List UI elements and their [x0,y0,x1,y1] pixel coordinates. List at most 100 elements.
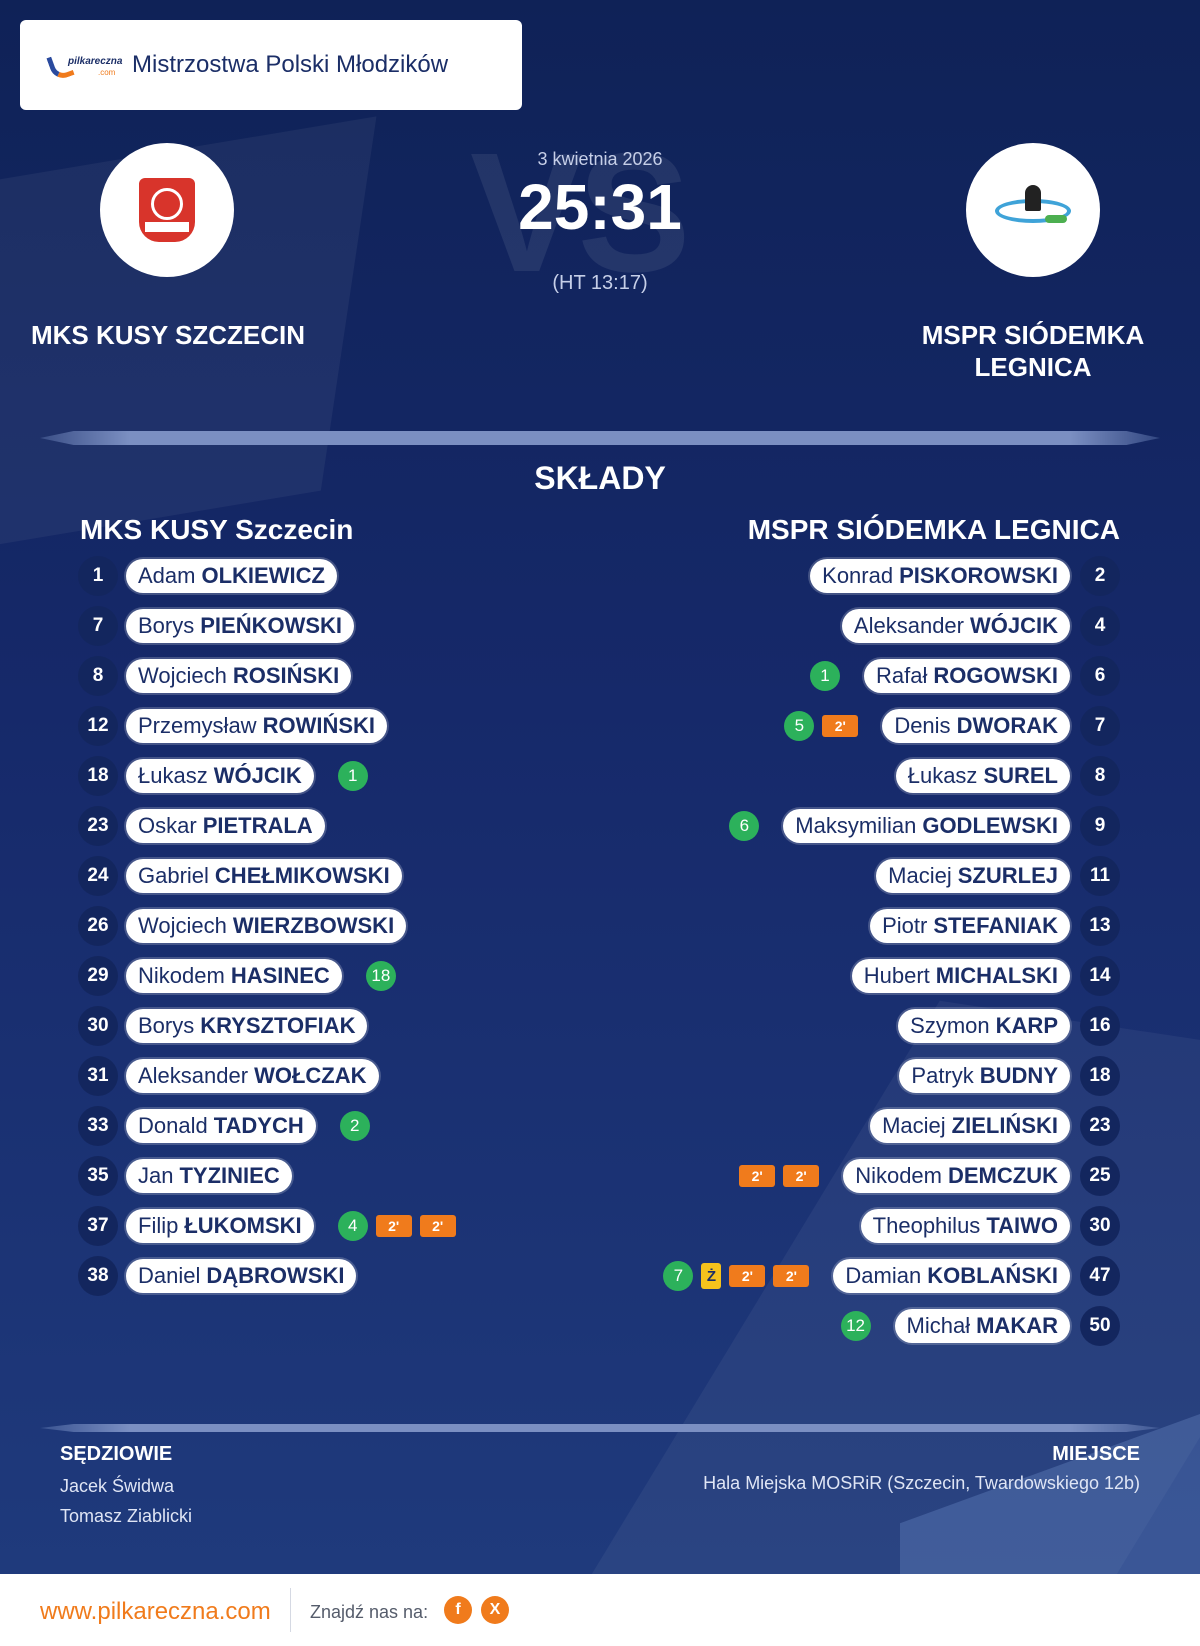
player-row: 24 Gabriel CHEŁMIKOWSKI [78,856,402,896]
player-last-name: PISKOROWSKI [899,563,1058,588]
player-number: 23 [1080,1106,1120,1146]
player-last-name: KRYSZTOFIAK [200,1013,356,1038]
player-last-name: STEFANIAK [933,913,1058,938]
away-lineup-title: MSPR SIÓDEMKA LEGNICA [747,514,1120,545]
player-last-name: WÓJCIK [213,763,302,788]
referees-title: SĘDZIOWIE [60,1443,173,1465]
player-row: Łukasz SUREL 8 [895,756,1120,796]
player-number: 29 [78,956,118,996]
player-row: 31 Aleksander WOŁCZAK [78,1056,379,1096]
player-name: Borys KRYSZTOFIAK [126,1009,368,1043]
player-number: 31 [78,1056,118,1096]
player-row: 7 Ż 2' 2' Damian KOBLAŃSKI 47 [663,1256,1120,1296]
player-number: 38 [78,1256,118,1296]
player-number: 35 [78,1156,118,1196]
player-last-name: WIERZBOWSKI [232,913,395,938]
player-number: 18 [78,756,118,796]
website-link[interactable]: www.pilkareczna.com [40,1598,271,1625]
facebook-icon[interactable]: f [444,1596,472,1624]
player-row: 29 Nikodem HASINEC 18 [78,956,396,996]
player-name: Maksymilian GODLEWSKI [783,809,1070,843]
player-last-name: PIEŃKOWSKI [200,613,343,638]
player-row: 30 Borys KRYSZTOFIAK [78,1006,368,1046]
player-name: Jan TYZINIEC [126,1159,292,1193]
player-row: Patryk BUDNY 18 [899,1056,1120,1096]
player-name: Damian KOBLAŃSKI [833,1259,1070,1293]
player-name: Oskar PIETRALA [126,809,325,843]
goals-badge: 7 [663,1261,694,1291]
player-row: 26 Wojciech WIERZBOWSKI [78,906,407,946]
player-name: Borys PIEŃKOWSKI [126,609,355,643]
player-number: 7 [1080,706,1120,746]
player-number: 6 [1080,656,1120,696]
player-row: Theophilus TAIWO 30 [860,1206,1120,1246]
player-number: 24 [78,856,118,896]
player-name: Szymon KARP [898,1009,1070,1043]
player-number: 7 [78,606,118,646]
suspension-badge: 2' [773,1265,810,1287]
player-name: Wojciech WIERZBOWSKI [126,909,407,943]
player-first-name: Denis [894,713,951,738]
player-first-name: Adam [138,563,196,588]
player-row: Maciej ZIELIŃSKI 23 [870,1106,1120,1146]
player-first-name: Damian [845,1263,922,1288]
player-last-name: TAIWO [986,1213,1058,1238]
player-number: 12 [78,706,118,746]
player-first-name: Maksymilian [795,813,917,838]
goals-badge: 18 [365,961,396,991]
player-row: 6 Maksymilian GODLEWSKI 9 [729,806,1120,846]
player-row: Maciej SZURLEJ 11 [876,856,1120,896]
player-first-name: Przemysław [138,713,257,738]
player-last-name: MICHALSKI [935,963,1058,988]
player-name: Adam OLKIEWICZ [126,559,337,593]
venue-name: Hala Miejska MOSRiR (Szczecin, Twardowsk… [703,1473,1140,1493]
halftime-score: (HT 13:17) [552,272,648,294]
player-number: 16 [1080,1006,1120,1046]
player-last-name: WÓJCIK [970,613,1058,638]
player-name: Piotr STEFANIAK [870,909,1070,943]
player-name: Nikodem HASINEC [126,959,342,993]
suspension-badge: 2' [419,1215,456,1237]
player-row: Konrad PISKOROWSKI 2 [810,556,1120,596]
player-last-name: ROWIŃSKI [262,713,376,738]
siodemka-crest-icon [995,185,1071,235]
player-first-name: Donald [138,1113,208,1138]
goals-badge: 6 [729,811,760,841]
player-row: 2' 2' Nikodem DEMCZUK 25 [739,1156,1120,1196]
divider [40,431,1160,445]
referee-name: Jacek Świdwa [60,1476,175,1496]
divider [40,1424,1160,1432]
section-title: SKŁADY [534,460,666,496]
x-icon[interactable]: X [481,1596,509,1624]
player-last-name: ZIELIŃSKI [951,1113,1058,1138]
player-last-name: DĄBROWSKI [206,1263,345,1288]
referee-name: Tomasz Ziablicki [60,1506,193,1526]
player-first-name: Borys [138,1013,195,1038]
kusy-crest-icon [139,178,195,242]
player-number: 4 [1080,606,1120,646]
player-row: 38 Daniel DĄBROWSKI [78,1256,357,1296]
player-first-name: Łukasz [907,763,978,788]
player-last-name: MAKAR [976,1313,1058,1338]
player-number: 18 [1080,1056,1120,1096]
suspension-badge: 2' [783,1165,820,1187]
player-last-name: HASINEC [230,963,330,988]
player-row: 12 Michał MAKAR 50 [840,1306,1120,1346]
player-number: 11 [1080,856,1120,896]
player-first-name: Piotr [882,913,928,938]
player-first-name: Nikodem [138,963,225,988]
player-first-name: Nikodem [855,1163,942,1188]
player-first-name: Wojciech [138,913,227,938]
goals-badge: 12 [840,1311,871,1341]
player-name: Nikodem DEMCZUK [843,1159,1070,1193]
competition-title: Mistrzostwa Polski Młodzików [132,51,449,78]
player-name: Daniel DĄBROWSKI [126,1259,357,1293]
goals-badge: 4 [337,1211,368,1241]
away-team-name: MSPR SIÓDEMKA LEGNICA [921,320,1145,382]
player-name: Denis DWORAK [882,709,1070,743]
player-row: 1 Adam OLKIEWICZ [78,556,337,596]
player-first-name: Łukasz [138,763,208,788]
home-lineup-title: MKS KUSY Szczecin [80,514,354,545]
home-team-name: MKS KUSY SZCZECIN [31,320,305,350]
player-first-name: Oskar [138,813,197,838]
